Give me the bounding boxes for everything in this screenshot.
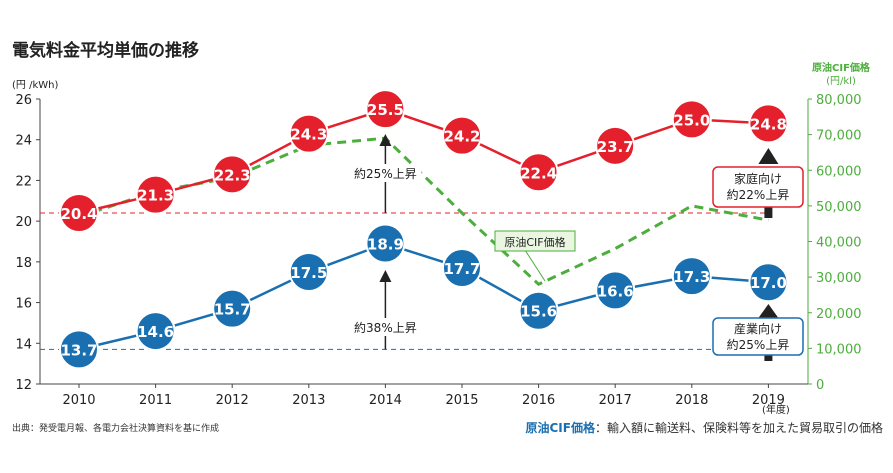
cif-legend-box [494,230,576,252]
y-left-unit: (円 /kWh) [12,80,58,91]
industrial-box-value: 約25%上昇 [727,337,790,352]
x-tick-label: 2015 [445,393,478,408]
x-tick-label: 2014 [369,393,402,408]
y-left-tick-label: 26 [15,93,32,108]
y-right-tick-label: 50,000 [816,200,862,215]
data-label: 18.9 [367,236,404,254]
data-label: 13.7 [60,341,97,359]
y-left-tick-label: 14 [15,337,32,352]
data-point [595,270,636,311]
x-tick-label: 2017 [599,393,632,408]
data-point [595,125,636,166]
y-left-tick-label: 12 [15,378,32,393]
data-point [288,252,329,293]
y-right-title: 原油CIF価格 [812,61,871,74]
y-right-tick-label: 80,000 [816,93,862,108]
data-point [671,256,712,297]
data-point [518,290,559,331]
increase-arrow-2019-residential-head [758,148,779,164]
y-right-tick-label: 0 [816,378,824,393]
x-tick-label: 2019 [752,393,785,408]
data-label: 15.7 [214,301,251,319]
y-right-tick-label: 40,000 [816,236,862,251]
x-tick-label: 2010 [62,393,95,408]
x-tick-label: 2018 [675,393,708,408]
data-point [212,288,253,329]
data-point [748,103,789,144]
increase-label-industrial: 約38%上昇 [354,320,417,335]
data-label: 25.0 [673,111,710,129]
series-line-産業向け [78,242,769,351]
data-point [442,115,482,156]
data-label: 23.7 [597,138,634,156]
data-label: 24.3 [290,126,327,144]
data-point [135,311,176,352]
increase-label-residential-bg [349,164,422,182]
cif-footnote: 原油CIF価格：輸入額に輸送料、保険料等を加えた貿易取引の価格 [526,419,884,436]
y-right-tick-label: 20,000 [816,307,862,322]
data-label: 20.4 [60,205,97,223]
increase-arrow-2019-industrial-head [758,304,779,318]
y-left-tick-label: 20 [15,215,32,230]
data-label: 24.2 [443,128,480,146]
x-tick-label: 2012 [216,393,249,408]
x-tick-label: 2013 [292,393,325,408]
data-label: 21.3 [137,187,174,205]
data-label: 17.5 [290,264,327,282]
data-label: 16.6 [597,282,634,300]
residential-box-value: 約22%上昇 [727,187,790,202]
data-label: 17.0 [750,274,787,292]
data-point [365,223,406,264]
series-line-crude-oil [78,136,769,287]
y-right-unit: (円/kl) [826,76,856,87]
data-label: 22.3 [214,166,251,184]
increase-arrow-2019-residential [764,206,773,218]
increase-arrow-industrial-head [379,270,392,282]
industrial-box-title: 産業向け [734,321,782,336]
data-point [671,99,712,140]
cif-legend-label: 原油CIF価格 [504,235,565,249]
cif-footnote-text: ：輸入額に輸送料、保険料等を加えた貿易取引の価格 [594,421,883,435]
data-point [212,154,253,195]
increase-arrow-residential-head [379,134,392,146]
data-label: 22.4 [520,164,557,182]
source-note: 出典：発受電月報、各電力会社決算資料を基に作成 [12,424,220,434]
data-point [59,329,99,370]
data-point [518,152,559,193]
data-label: 24.8 [750,115,787,133]
page-title: 電気料金平均単価の推移 [12,41,199,61]
data-point [135,174,176,215]
series-line-家庭向け [78,107,769,215]
residential-box-title: 家庭向け [734,171,782,186]
industrial-increase-box [712,317,804,356]
data-label: 14.6 [137,323,174,341]
increase-arrow-2019-industrial [764,355,773,361]
y-left-tick-label: 16 [15,297,32,312]
cif-legend-leader [524,249,546,282]
data-label: 17.3 [673,268,710,286]
data-point [442,247,482,288]
data-point [59,193,99,233]
increase-label-residential: 約25%上昇 [354,166,417,181]
increase-label-industrial-bg [349,318,422,336]
x-tick-label: 2011 [139,393,172,408]
y-left-tick-label: 24 [15,134,32,149]
data-point [288,113,329,154]
y-right-tick-label: 70,000 [816,129,862,144]
x-tick-label: 2016 [522,393,555,408]
y-left-tick-label: 18 [15,256,32,271]
data-label: 15.6 [520,303,557,321]
y-right-tick-label: 10,000 [816,342,862,357]
y-left-tick-label: 22 [15,174,32,189]
residential-increase-box [712,166,804,208]
data-label: 25.5 [367,101,404,119]
y-right-tick-label: 60,000 [816,164,862,179]
data-label: 17.7 [443,260,480,278]
data-point [748,262,789,303]
data-point [365,89,406,130]
x-unit-label: (年度) [762,403,790,416]
y-right-tick-label: 30,000 [816,271,862,286]
cif-footnote-label: 原油CIF価格 [525,421,595,435]
